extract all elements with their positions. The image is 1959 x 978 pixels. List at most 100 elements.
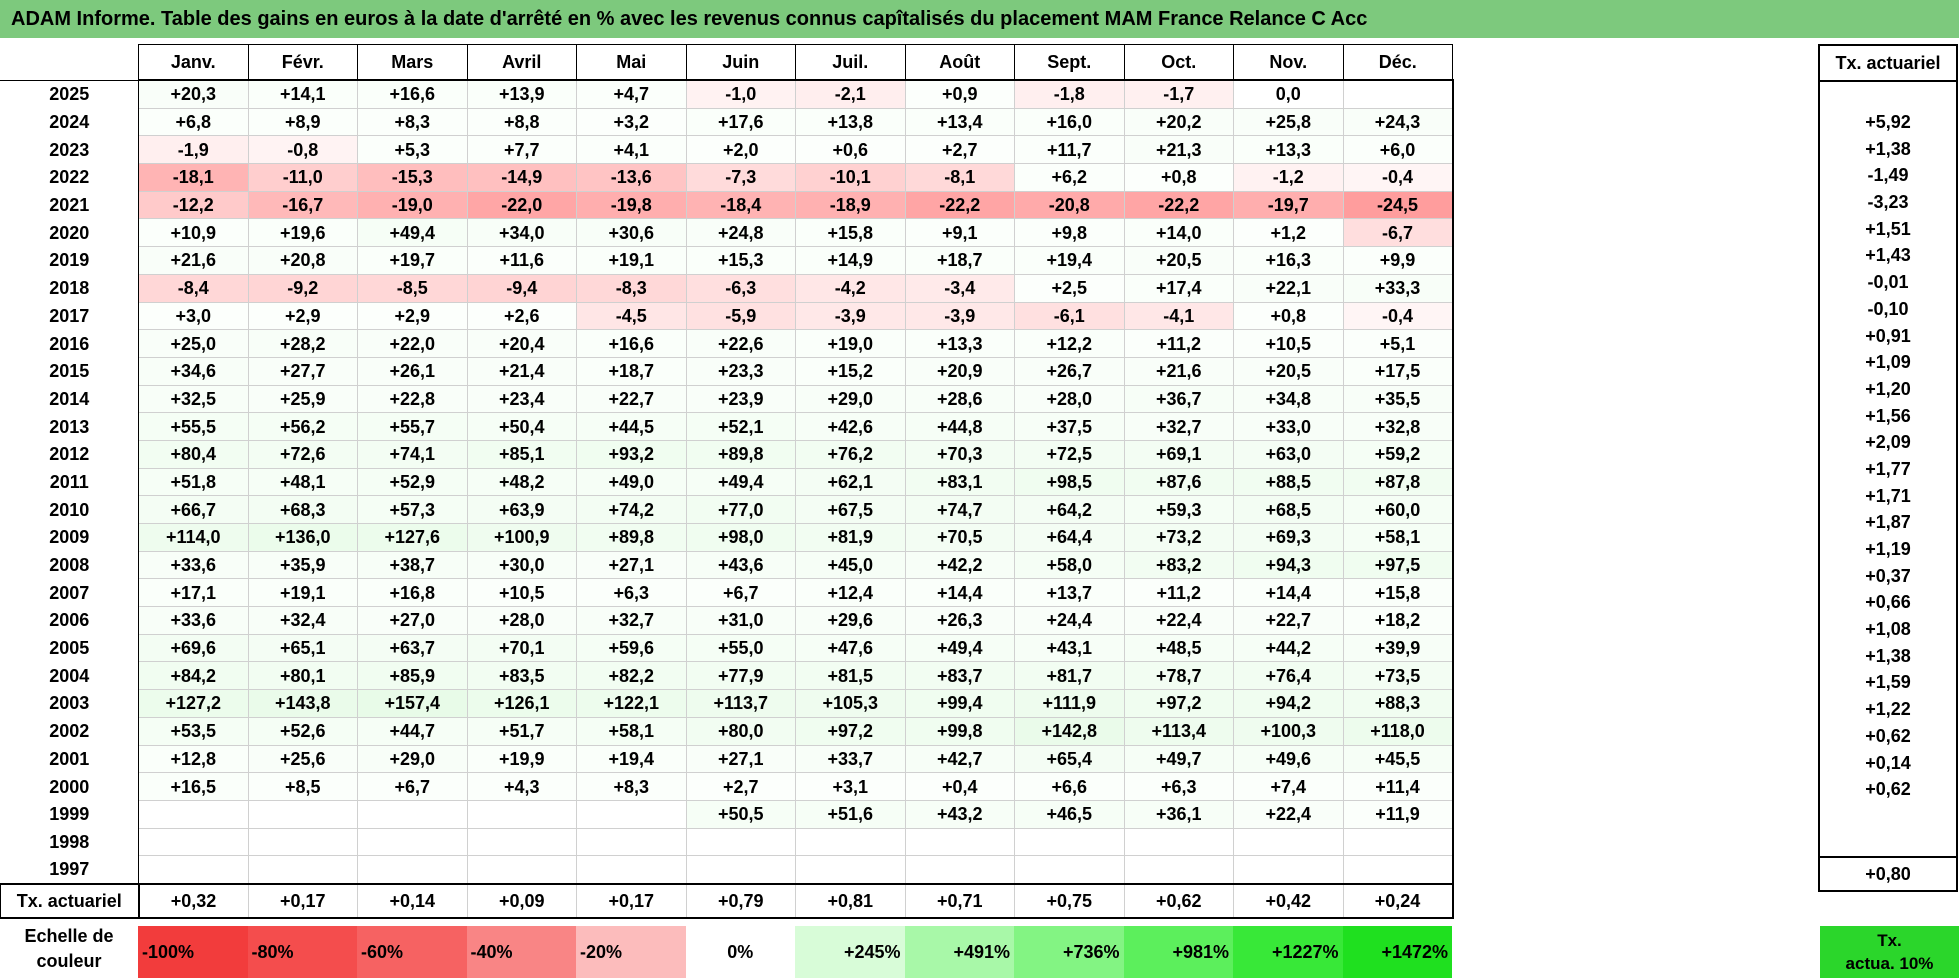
- gain-cell: +15,2: [795, 356, 906, 386]
- row-year-label: 1999: [0, 800, 139, 829]
- actuarial-cell: +1,09: [1818, 348, 1958, 376]
- gain-cell: +23,3: [685, 356, 796, 386]
- gain-cell: -22,2: [904, 190, 1015, 220]
- row-year-label: 2004: [0, 661, 139, 690]
- gain-cell: +99,8: [904, 716, 1015, 746]
- gain-cell: +83,7: [904, 661, 1015, 691]
- actuarial-summary-row: +0,80: [1818, 855, 1958, 892]
- gain-cell: -14,9: [466, 163, 577, 192]
- gain-cell: +12,2: [1014, 329, 1125, 358]
- gain-cell: +49,4: [357, 218, 468, 248]
- gain-cell: -18,4: [685, 190, 796, 220]
- actuarial-cell: +1,43: [1818, 242, 1958, 269]
- gain-cell: +27,1: [685, 744, 796, 774]
- gain-cell: -19,0: [357, 190, 468, 220]
- gain-cell: -1,8: [1014, 79, 1125, 109]
- gain-cell: -4,2: [795, 273, 906, 303]
- gain-cell: +127,2: [138, 689, 249, 718]
- gain-cell: +82,2: [576, 661, 687, 691]
- gain-cell: +88,5: [1233, 467, 1344, 497]
- actuarial-row: +1,43: [1818, 242, 1958, 269]
- gain-cell: +48,5: [1123, 633, 1234, 663]
- gain-cell: +76,4: [1233, 661, 1344, 691]
- actuarial-row: +1,77: [1818, 455, 1958, 483]
- row-year-label: 2002: [0, 717, 139, 745]
- gain-cell: +66,7: [138, 495, 249, 524]
- gain-cell: [247, 799, 358, 829]
- actuarial-row: +1,08: [1818, 615, 1958, 643]
- gain-cell: -19,7: [1233, 190, 1344, 220]
- gain-cell: +77,9: [685, 661, 796, 691]
- gain-cell: [466, 827, 577, 857]
- gain-cell: -8,1: [904, 163, 1015, 192]
- gain-cell: +5,3: [357, 135, 468, 165]
- gain-cell: +20,5: [1233, 356, 1344, 386]
- table-row: 1999 +50,5 +51,6 +43,2 +46,5 +36,1 +22,4 +11,9: [0, 799, 1454, 829]
- summary-cell: +0,71: [904, 882, 1015, 919]
- gain-cell: +11,9: [1342, 799, 1454, 829]
- actuarial-cell: -3,23: [1818, 188, 1958, 216]
- actuarial-row: [1818, 802, 1958, 830]
- gain-cell: +142,8: [1014, 716, 1125, 746]
- gain-cell: [904, 827, 1015, 857]
- table-row: 2015 +34,6 +27,7 +26,1 +21,4 +18,7 +23,3 +15,2 +…: [0, 356, 1454, 386]
- gain-cell: [576, 799, 687, 829]
- gain-cell: +14,9: [795, 246, 906, 275]
- gain-cell: -3,9: [904, 301, 1015, 331]
- gain-cell: +16,6: [357, 79, 468, 109]
- gain-cell: -7,3: [685, 163, 796, 192]
- color-scale-swatch: -80%: [247, 926, 357, 978]
- gain-cell: +94,3: [1233, 550, 1344, 580]
- gain-cell: +33,3: [1342, 273, 1454, 303]
- gain-cell: +8,3: [576, 772, 687, 801]
- gain-cell: +73,2: [1123, 523, 1234, 552]
- gain-cell: +14,0: [1123, 218, 1234, 248]
- gain-cell: +6,0: [1342, 135, 1454, 165]
- gain-cell: +17,1: [138, 578, 249, 608]
- gain-cell: +0,6: [795, 135, 906, 165]
- gain-cell: +64,4: [1014, 523, 1125, 552]
- gain-cell: +17,5: [1342, 356, 1454, 386]
- gain-cell: +34,8: [1233, 384, 1344, 414]
- gain-cell: +52,6: [247, 716, 358, 746]
- gain-cell: +99,4: [904, 689, 1015, 718]
- gain-cell: +7,4: [1233, 772, 1344, 801]
- gain-cell: -3,9: [795, 301, 906, 331]
- gain-cell: +11,4: [1342, 772, 1454, 801]
- gain-cell: [576, 855, 687, 885]
- actuarial-row: +1,09: [1818, 348, 1958, 376]
- color-scale-swatch: -40%: [466, 926, 576, 978]
- row-year-label: 2003: [0, 689, 139, 718]
- gain-cell: +19,9: [466, 744, 577, 774]
- gain-cell: +87,8: [1342, 467, 1454, 497]
- gain-cell: -15,3: [357, 163, 468, 192]
- gain-cell: -1,0: [685, 79, 796, 109]
- gain-cell: +65,1: [247, 633, 358, 663]
- gain-cell: +19,6: [247, 218, 358, 248]
- gain-cell: -0,4: [1342, 301, 1454, 331]
- gain-cell: +51,7: [466, 716, 577, 746]
- gain-cell: +2,5: [1014, 273, 1125, 303]
- gain-cell: [1123, 827, 1234, 857]
- row-year-label: 1997: [0, 855, 139, 884]
- gain-cell: +9,1: [904, 218, 1015, 248]
- gain-cell: +0,8: [1123, 163, 1234, 192]
- gain-cell: +83,1: [904, 467, 1015, 497]
- gain-cell: +88,3: [1342, 689, 1454, 718]
- gain-cell: +44,7: [357, 716, 468, 746]
- gain-cell: +29,0: [795, 384, 906, 414]
- gain-cell: [1342, 79, 1454, 109]
- gain-cell: +45,5: [1342, 744, 1454, 774]
- actuarial-cell: +1,71: [1818, 482, 1958, 509]
- row-year-label: 2023: [0, 135, 139, 164]
- table-row: 2011 +51,8 +48,1 +52,9 +48,2 +49,0 +49,4 +62,1 +…: [0, 467, 1454, 497]
- gain-cell: +55,0: [685, 633, 796, 663]
- gain-cell: +42,6: [795, 412, 906, 441]
- table-row: 2001 +12,8 +25,6 +29,0 +19,9 +19,4 +27,1 +33,7 +…: [0, 744, 1454, 774]
- gain-cell: +32,7: [1123, 412, 1234, 441]
- gain-cell: +27,1: [576, 550, 687, 580]
- gain-cell: +98,5: [1014, 467, 1125, 497]
- actuarial-row: +1,19: [1818, 535, 1958, 563]
- gain-cell: +0,4: [904, 772, 1015, 801]
- summary-cell: +0,17: [247, 882, 358, 919]
